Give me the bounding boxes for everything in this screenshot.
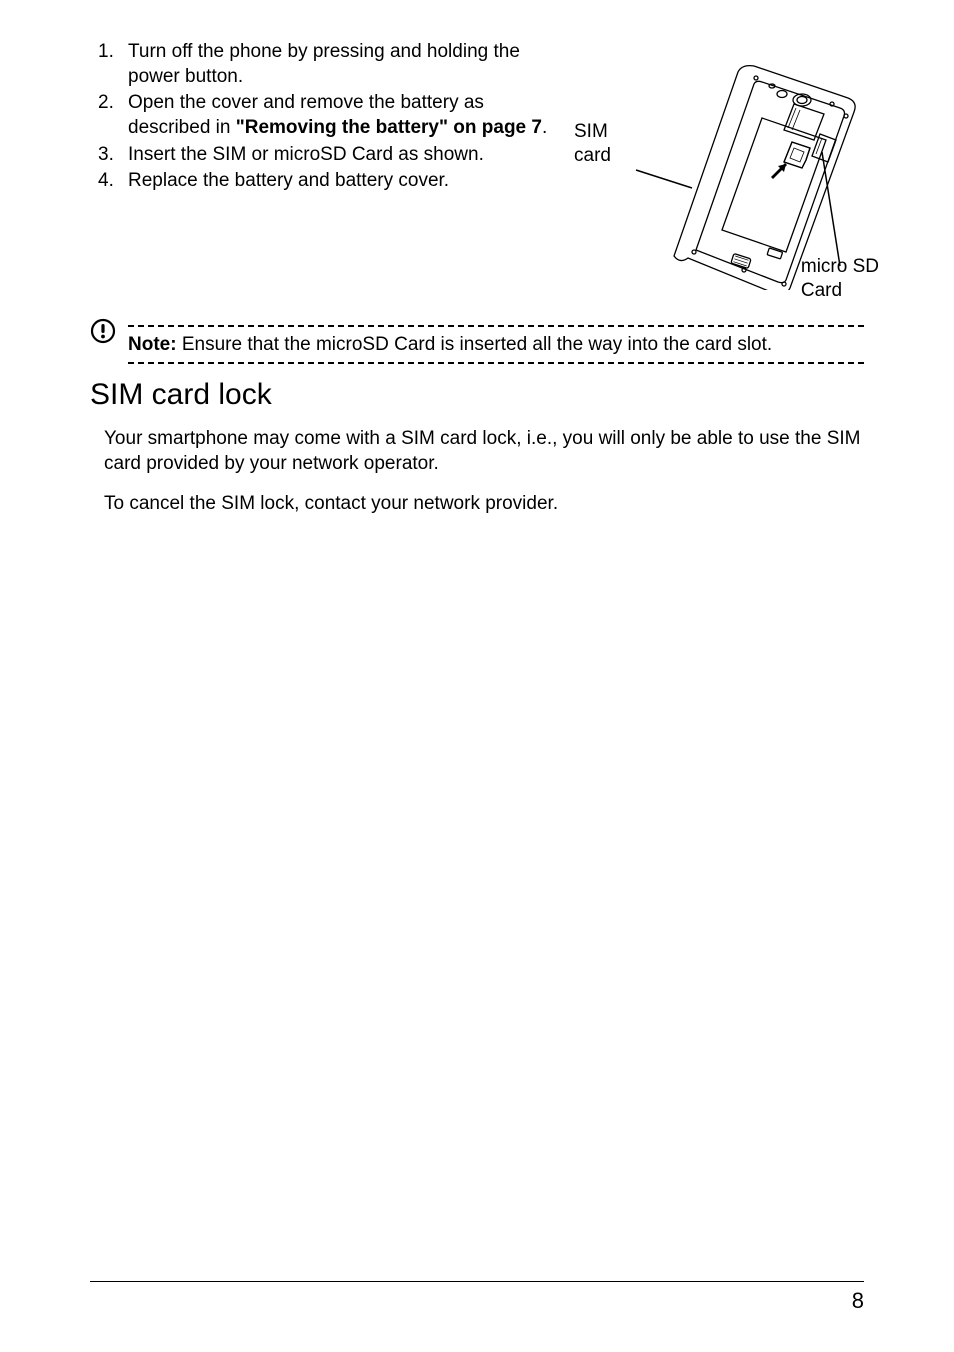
paragraph-2: To cancel the SIM lock, contact your net… [104, 491, 864, 517]
sim-label-line2: card [574, 145, 611, 166]
step-2-post: . [542, 117, 547, 138]
microsd-card-label: micro SD Card [801, 255, 879, 303]
step-3: Insert the SIM or microSD Card as shown. [118, 143, 564, 168]
instruction-list: Turn off the phone by pressing and holdi… [90, 40, 564, 194]
section-heading-sim-lock: SIM card lock [90, 378, 864, 412]
sim-label-line1: SIM [574, 121, 608, 142]
steps-column: Turn off the phone by pressing and holdi… [90, 40, 564, 196]
note-block: Note: Ensure that the microSD Card is in… [90, 325, 864, 364]
microsd-label-line1: micro SD [801, 256, 879, 277]
step-4: Replace the battery and battery cover. [118, 169, 564, 194]
step-4-text: Replace the battery and battery cover. [128, 170, 449, 191]
note-body: Ensure that the microSD Card is inserted… [177, 334, 773, 355]
step-3-text: Insert the SIM or microSD Card as shown. [128, 144, 484, 165]
alert-icon [90, 318, 116, 344]
top-content-row: Turn off the phone by pressing and holdi… [90, 40, 864, 300]
note-dash-bottom [128, 362, 864, 364]
note-text: Note: Ensure that the microSD Card is in… [128, 327, 864, 362]
sim-card-label: SIM card [574, 120, 611, 168]
step-2: Open the cover and remove the battery as… [118, 91, 564, 140]
page-root: Turn off the phone by pressing and holdi… [0, 0, 954, 1352]
paragraph-1: Your smartphone may come with a SIM card… [104, 426, 864, 477]
step-1-text: Turn off the phone by pressing and holdi… [128, 41, 520, 87]
note-label: Note: [128, 334, 177, 355]
page-footer: 8 [90, 1281, 864, 1314]
microsd-label-line2: Card [801, 280, 842, 301]
step-2-bold: "Removing the battery" on page 7 [236, 117, 542, 138]
page-number: 8 [90, 1288, 864, 1314]
step-1: Turn off the phone by pressing and holdi… [118, 40, 564, 89]
footer-rule [90, 1281, 864, 1282]
diagram-column: SIM card [574, 40, 864, 300]
